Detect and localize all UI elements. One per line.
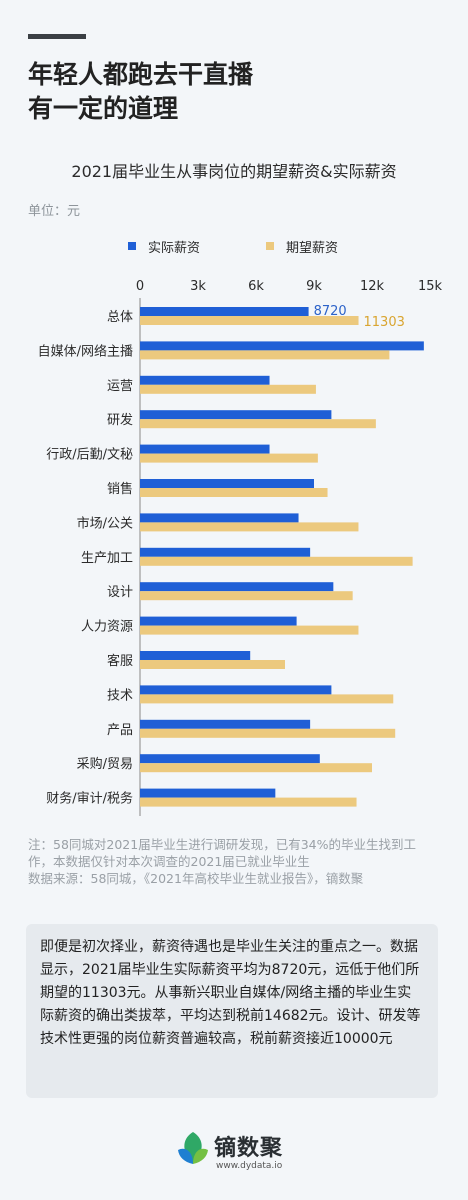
bar-expected-14: [140, 797, 357, 807]
headline: 年轻人都跑去干直播 有一定的道理: [28, 58, 253, 126]
x-tick-label-5: 15k: [418, 279, 443, 294]
notes: 注：58同城对2021届毕业生进行调研发现，已有34%的毕业生找到工 作，本数据…: [28, 836, 448, 887]
x-tick-label-0: 0: [136, 279, 144, 294]
leaf-logo-icon: [178, 1132, 208, 1164]
bar-actual-6: [140, 513, 299, 523]
headline-line-1: 年轻人都跑去干直播: [28, 60, 254, 89]
category-label-4: 行政/后勤/文秘: [46, 448, 133, 463]
category-label-9: 人力资源: [81, 620, 133, 635]
legend-label-1: 期望薪资: [286, 240, 338, 256]
bar-expected-10: [140, 660, 285, 669]
category-label-10: 客服: [107, 653, 133, 669]
category-label-14: 财务/审计/税务: [46, 791, 133, 807]
category-label-8: 设计: [107, 585, 133, 600]
category-label-7: 生产加工: [81, 551, 133, 566]
x-tick-label-1: 3k: [190, 279, 206, 294]
bar-expected-5: [140, 488, 328, 497]
bar-expected-12: [140, 728, 396, 738]
legend-swatch-0: [128, 242, 136, 250]
data-label-expected: 11303: [364, 315, 405, 330]
summary-box: 即便是初次择业，薪资待遇也是毕业生关注的重点之一。数据显示，2021届毕业生实际…: [26, 924, 438, 1098]
top-decor-rule: [28, 34, 86, 39]
category-label-5: 销售: [107, 481, 133, 497]
bar-actual-10: [140, 651, 251, 660]
legend-swatch-1: [266, 242, 274, 250]
x-tick-label-2: 6k: [248, 279, 264, 294]
bar-expected-9: [140, 625, 359, 635]
bar-actual-4: [140, 444, 270, 454]
unit-label: 单位：元: [28, 204, 81, 219]
category-label-2: 运营: [107, 379, 133, 394]
bar-actual-12: [140, 719, 311, 729]
chart-title: 2021届毕业生从事岗位的期望薪资&实际薪资: [71, 162, 397, 181]
bar-actual-5: [140, 479, 314, 488]
bar-actual-14: [140, 788, 276, 798]
x-tick-label-3: 9k: [306, 279, 322, 294]
bar-actual-7: [140, 547, 311, 557]
headline-line-2: 有一定的道理: [28, 94, 179, 123]
bar-actual-11: [140, 685, 332, 695]
bar-expected-4: [140, 453, 318, 463]
category-label-0: 总体: [107, 310, 133, 325]
logo-name: 镝数聚: [214, 1136, 284, 1161]
bar-expected-6: [140, 522, 359, 532]
bar-expected-11: [140, 694, 394, 704]
footer-logo: 镝数聚 www.dydata.io: [176, 1130, 326, 1174]
bar-actual-9: [140, 616, 297, 626]
bar-actual-0: [140, 307, 309, 316]
category-label-11: 技术: [107, 688, 133, 703]
bar-expected-3: [140, 419, 376, 429]
note-line-2: 作，本数据仅针对本次调查的2021届已就业毕业生: [28, 854, 310, 869]
category-label-12: 产品: [107, 723, 133, 738]
category-label-6: 市场/公关: [77, 515, 133, 531]
category-label-13: 采购/贸易: [77, 756, 133, 772]
logo-url: www.dydata.io: [216, 1161, 283, 1171]
bar-expected-7: [140, 556, 413, 566]
legend-label-0: 实际薪资: [148, 241, 200, 256]
data-label-actual: 8720: [314, 304, 347, 319]
bar-actual-3: [140, 410, 332, 420]
bar-expected-0: [140, 316, 359, 325]
note-line-1: 注：58同城对2021届毕业生进行调研发现，已有34%的毕业生找到工: [28, 837, 417, 852]
bar-expected-8: [140, 591, 353, 601]
bar-actual-8: [140, 582, 334, 592]
bar-actual-2: [140, 375, 270, 385]
bar-chart: 实际薪资 期望薪资 0 3k 6k 9k 12k 15k 总体 8720 11303 自媒体/网络主播…: [38, 240, 443, 816]
summary-text: 即便是初次择业，薪资待遇也是毕业生关注的重点之一。数据显示，2021届毕业生实际…: [40, 939, 421, 1047]
bar-expected-2: [140, 384, 316, 394]
category-label-3: 研发: [107, 412, 133, 428]
bar-expected-13: [140, 763, 372, 773]
x-tick-label-4: 12k: [360, 279, 385, 294]
category-label-1: 自媒体/网络主播: [38, 343, 133, 359]
note-source: 数据来源：58同城，《2021年高校毕业生就业报告》，镝数聚: [28, 871, 364, 886]
bar-actual-13: [140, 754, 320, 764]
bar-expected-1: [140, 350, 390, 360]
bar-actual-1: [140, 341, 424, 351]
